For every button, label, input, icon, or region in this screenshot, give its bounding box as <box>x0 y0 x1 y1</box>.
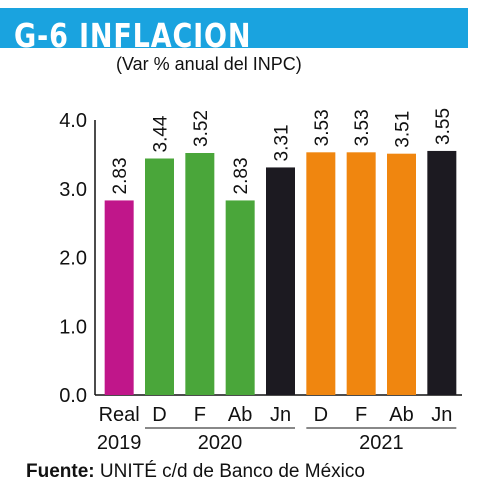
bar-value-label: 3.53 <box>352 109 373 146</box>
bar-value-label: 3.55 <box>433 108 454 145</box>
bar <box>346 152 376 395</box>
y-tick-label: 2.0 <box>59 248 87 270</box>
group-label: 2019 <box>97 432 142 454</box>
bar <box>225 200 255 395</box>
bar-value-label: 3.31 <box>272 124 293 161</box>
bar-chart: 0.0 1.0 2.0 3.0 4.0 2.83 Real 3.44 D 3.52 F 2.83 Ab 3… <box>59 108 462 454</box>
bar-value-label: 2.83 <box>231 157 252 194</box>
x-tick-label: Jn <box>431 404 452 426</box>
y-tick-label: 4.0 <box>59 110 87 132</box>
group-label: 2020 <box>198 432 243 454</box>
bar <box>387 153 416 395</box>
x-tick-label: Real <box>99 404 140 426</box>
y-tick-label: 0.0 <box>59 385 87 407</box>
bar <box>145 158 174 395</box>
bar-value-label: 2.83 <box>110 157 131 194</box>
x-tick-label: Ab <box>228 404 252 426</box>
bar <box>266 167 295 395</box>
bar <box>104 200 134 395</box>
x-tick-label: F <box>355 404 367 426</box>
x-tick-label: Jn <box>270 404 291 426</box>
y-tick-label: 1.0 <box>59 316 87 338</box>
chart-title: G-6 INFLACION <box>14 16 252 55</box>
bar-value-label: 3.44 <box>151 115 172 152</box>
chart-subtitle: (Var % anual del INPC) <box>116 54 302 74</box>
x-tick-label: F <box>194 404 206 426</box>
bar <box>185 153 215 395</box>
title-bar: G-6 INFLACION <box>0 8 468 55</box>
source-label: Fuente: <box>26 461 95 482</box>
x-tick-label: Ab <box>389 404 413 426</box>
group-label: 2021 <box>359 432 404 454</box>
bar-value-label: 3.53 <box>312 109 333 146</box>
bar <box>306 152 336 395</box>
y-tick-label: 3.0 <box>59 179 87 201</box>
x-tick-label: D <box>314 404 328 426</box>
bar-value-label: 3.51 <box>393 111 414 148</box>
x-tick-label: D <box>152 404 166 426</box>
source-text: UNITÉ c/d de Banco de México <box>99 461 365 482</box>
bar <box>427 150 457 395</box>
source-note: Fuente: UNITÉ c/d de Banco de México <box>26 461 365 483</box>
bar-value-label: 3.52 <box>191 110 212 147</box>
